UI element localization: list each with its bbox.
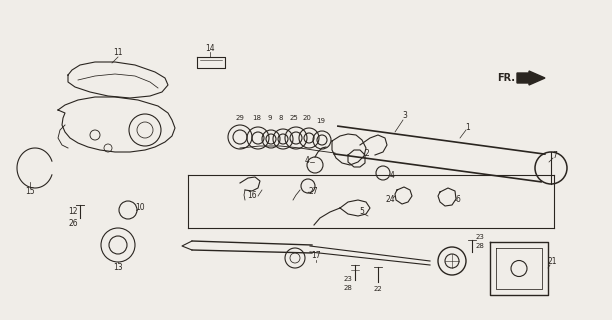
- Text: 17: 17: [311, 252, 321, 260]
- Text: 7: 7: [553, 150, 558, 159]
- Text: 28: 28: [343, 285, 353, 291]
- Text: 4: 4: [305, 156, 310, 164]
- Text: 11: 11: [113, 47, 123, 57]
- Text: 23: 23: [343, 276, 353, 282]
- FancyArrow shape: [517, 71, 545, 85]
- Text: 1: 1: [466, 123, 471, 132]
- Text: FR.: FR.: [497, 73, 515, 83]
- Text: 21: 21: [547, 258, 557, 267]
- Text: 26: 26: [68, 220, 78, 228]
- Text: 18: 18: [253, 115, 261, 121]
- Text: 25: 25: [289, 115, 299, 121]
- Text: 4: 4: [390, 171, 395, 180]
- Text: 22: 22: [373, 286, 382, 292]
- Text: 5: 5: [360, 207, 364, 217]
- Text: 28: 28: [476, 243, 485, 249]
- Text: 2: 2: [365, 148, 370, 157]
- Text: 9: 9: [267, 115, 272, 121]
- Text: 16: 16: [247, 191, 257, 201]
- Text: 10: 10: [135, 204, 145, 212]
- Text: 20: 20: [302, 115, 312, 121]
- Text: 13: 13: [113, 263, 123, 273]
- Text: 14: 14: [205, 44, 215, 52]
- Text: 29: 29: [236, 115, 244, 121]
- Text: 24: 24: [385, 196, 395, 204]
- Text: 15: 15: [25, 188, 35, 196]
- Text: 23: 23: [476, 234, 485, 240]
- Text: 8: 8: [278, 115, 283, 121]
- Text: 19: 19: [316, 118, 326, 124]
- Text: 27: 27: [308, 188, 318, 196]
- Text: 3: 3: [403, 110, 408, 119]
- Text: 12: 12: [69, 207, 78, 217]
- Text: 6: 6: [455, 196, 460, 204]
